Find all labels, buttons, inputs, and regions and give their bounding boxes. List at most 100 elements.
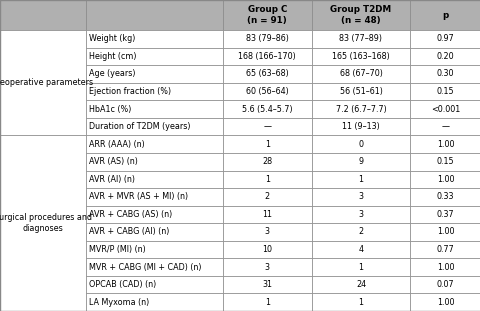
Bar bbox=[222, 241, 311, 258]
Bar bbox=[311, 153, 409, 170]
Bar bbox=[222, 170, 311, 188]
Bar bbox=[409, 276, 480, 294]
Bar bbox=[85, 135, 222, 153]
Text: 1: 1 bbox=[264, 298, 269, 307]
Text: 5.6 (5.4–5.7): 5.6 (5.4–5.7) bbox=[241, 104, 292, 114]
Text: ARR (AAA) (n): ARR (AAA) (n) bbox=[89, 140, 145, 149]
Text: MVR/P (MI) (n): MVR/P (MI) (n) bbox=[89, 245, 146, 254]
Bar bbox=[222, 118, 311, 135]
Bar bbox=[222, 153, 311, 170]
Bar bbox=[409, 294, 480, 311]
Text: 168 (166–170): 168 (166–170) bbox=[238, 52, 296, 61]
Bar bbox=[0, 135, 85, 311]
Text: 1: 1 bbox=[358, 262, 363, 272]
Bar bbox=[85, 170, 222, 188]
Bar bbox=[311, 206, 409, 223]
Text: —: — bbox=[441, 122, 449, 131]
Bar bbox=[311, 48, 409, 65]
Bar bbox=[222, 258, 311, 276]
Bar bbox=[409, 30, 480, 48]
Text: AVR (AI) (n): AVR (AI) (n) bbox=[89, 175, 135, 184]
Bar bbox=[85, 206, 222, 223]
Text: p: p bbox=[442, 11, 448, 20]
Text: Surgical procedures and
diagnoses: Surgical procedures and diagnoses bbox=[0, 213, 92, 233]
Text: AVR (AS) (n): AVR (AS) (n) bbox=[89, 157, 138, 166]
Bar bbox=[222, 83, 311, 100]
Bar bbox=[409, 188, 480, 206]
Text: 83 (77–89): 83 (77–89) bbox=[339, 34, 382, 43]
Bar bbox=[85, 0, 222, 30]
Text: <0.001: <0.001 bbox=[430, 104, 459, 114]
Bar bbox=[409, 241, 480, 258]
Text: 1.00: 1.00 bbox=[436, 298, 454, 307]
Text: 7.2 (6.7–7.7): 7.2 (6.7–7.7) bbox=[335, 104, 385, 114]
Text: 1: 1 bbox=[358, 175, 363, 184]
Bar bbox=[85, 223, 222, 241]
Bar bbox=[85, 83, 222, 100]
Text: Height (cm): Height (cm) bbox=[89, 52, 137, 61]
Bar bbox=[85, 294, 222, 311]
Bar bbox=[311, 83, 409, 100]
Text: 1.00: 1.00 bbox=[436, 140, 454, 149]
Bar bbox=[409, 48, 480, 65]
Text: 11 (9–13): 11 (9–13) bbox=[341, 122, 379, 131]
Text: 1: 1 bbox=[358, 298, 363, 307]
Bar bbox=[85, 100, 222, 118]
Text: LA Myxoma (n): LA Myxoma (n) bbox=[89, 298, 149, 307]
Bar bbox=[409, 118, 480, 135]
Bar bbox=[222, 206, 311, 223]
Text: AVR + CABG (AS) (n): AVR + CABG (AS) (n) bbox=[89, 210, 172, 219]
Text: 1.00: 1.00 bbox=[436, 175, 454, 184]
Text: 0.15: 0.15 bbox=[436, 87, 454, 96]
Text: 3: 3 bbox=[264, 227, 269, 236]
Bar bbox=[85, 48, 222, 65]
Bar bbox=[222, 30, 311, 48]
Bar bbox=[409, 83, 480, 100]
Text: 56 (51–61): 56 (51–61) bbox=[339, 87, 382, 96]
Text: Age (years): Age (years) bbox=[89, 69, 136, 78]
Bar bbox=[85, 65, 222, 83]
Bar bbox=[85, 258, 222, 276]
Text: AVR + CABG (AI) (n): AVR + CABG (AI) (n) bbox=[89, 227, 169, 236]
Text: 0.20: 0.20 bbox=[436, 52, 454, 61]
Bar bbox=[409, 206, 480, 223]
Text: HbA1c (%): HbA1c (%) bbox=[89, 104, 132, 114]
Bar bbox=[409, 170, 480, 188]
Bar bbox=[409, 223, 480, 241]
Text: Ejection fraction (%): Ejection fraction (%) bbox=[89, 87, 171, 96]
Bar bbox=[311, 188, 409, 206]
Text: 2: 2 bbox=[264, 192, 269, 201]
Bar bbox=[85, 153, 222, 170]
Bar bbox=[222, 0, 311, 30]
Text: 0.77: 0.77 bbox=[436, 245, 454, 254]
Bar bbox=[85, 241, 222, 258]
Bar bbox=[222, 276, 311, 294]
Text: 0.07: 0.07 bbox=[436, 280, 454, 289]
Text: 2: 2 bbox=[358, 227, 363, 236]
Text: 31: 31 bbox=[262, 280, 272, 289]
Bar bbox=[409, 0, 480, 30]
Bar bbox=[311, 100, 409, 118]
Text: 1: 1 bbox=[264, 140, 269, 149]
Bar bbox=[222, 188, 311, 206]
Text: Duration of T2DM (years): Duration of T2DM (years) bbox=[89, 122, 191, 131]
Text: 1.00: 1.00 bbox=[436, 227, 454, 236]
Text: 3: 3 bbox=[264, 262, 269, 272]
Text: AVR + MVR (AS + MI) (n): AVR + MVR (AS + MI) (n) bbox=[89, 192, 188, 201]
Bar bbox=[409, 65, 480, 83]
Bar bbox=[311, 0, 409, 30]
Text: Preoperative parameters: Preoperative parameters bbox=[0, 78, 93, 87]
Text: Group T2DM
(n = 48): Group T2DM (n = 48) bbox=[330, 5, 391, 25]
Bar bbox=[85, 118, 222, 135]
Bar bbox=[409, 135, 480, 153]
Text: 11: 11 bbox=[262, 210, 272, 219]
Bar bbox=[311, 65, 409, 83]
Text: MVR + CABG (MI + CAD) (n): MVR + CABG (MI + CAD) (n) bbox=[89, 262, 202, 272]
Bar bbox=[409, 153, 480, 170]
Bar bbox=[409, 100, 480, 118]
Bar bbox=[311, 258, 409, 276]
Bar bbox=[409, 258, 480, 276]
Text: 10: 10 bbox=[262, 245, 272, 254]
Text: 0.30: 0.30 bbox=[436, 69, 454, 78]
Text: 65 (63–68): 65 (63–68) bbox=[245, 69, 288, 78]
